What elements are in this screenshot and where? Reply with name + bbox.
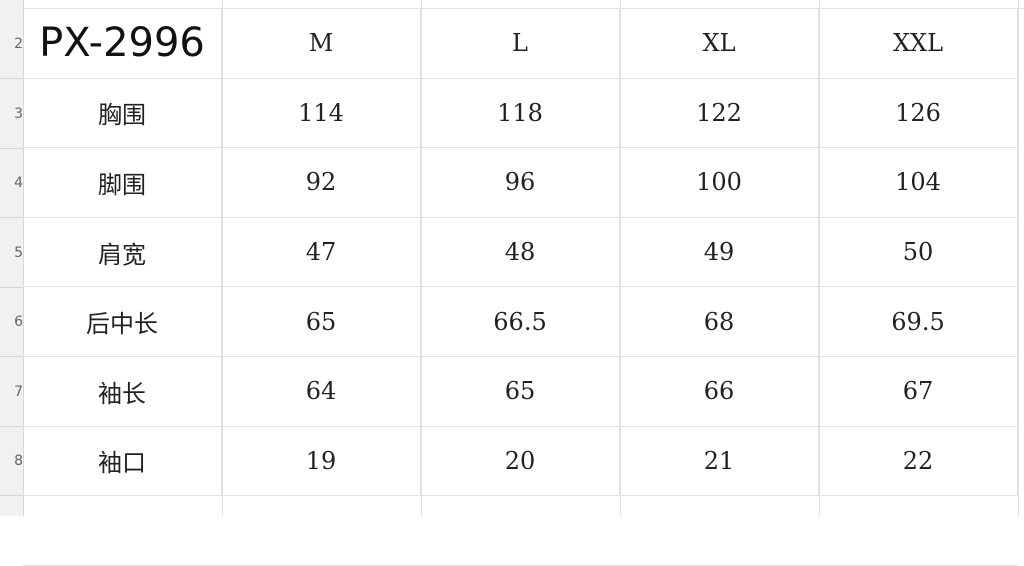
- gridline: [819, 0, 820, 516]
- table-row: 脚围 92 96 100 104: [23, 148, 1018, 218]
- row-header-column: 2 3 4 5 6 7 8: [0, 0, 24, 516]
- cell-value[interactable]: 49: [620, 217, 819, 287]
- cell-value[interactable]: 67: [819, 356, 1018, 426]
- table-row: 袖口 19 20 21 22: [23, 426, 1018, 497]
- cell-value[interactable]: 126: [819, 78, 1018, 148]
- row-number[interactable]: 4: [0, 148, 23, 218]
- cell-measurement-label[interactable]: 袖口: [23, 426, 222, 496]
- cell-value[interactable]: 50: [819, 217, 1018, 287]
- cell-value[interactable]: 66: [620, 356, 819, 426]
- header-row: PX-2996 M L XL XXL: [23, 9, 1018, 79]
- row-number[interactable]: 6: [0, 287, 23, 357]
- cell-value[interactable]: 47: [222, 217, 421, 287]
- cell-value[interactable]: 19: [222, 426, 421, 496]
- cell-value[interactable]: 100: [620, 148, 819, 217]
- cell-value[interactable]: 104: [819, 148, 1018, 217]
- cell-value[interactable]: 68: [620, 287, 819, 356]
- cell-size-header[interactable]: XXL: [819, 9, 1018, 78]
- gridline: [222, 0, 223, 516]
- row-number[interactable]: 7: [0, 357, 23, 427]
- cell-value[interactable]: 69.5: [819, 287, 1018, 356]
- cell-value[interactable]: 122: [620, 78, 819, 148]
- cell-value[interactable]: 65: [421, 356, 620, 426]
- cell-model-number[interactable]: PX-2996: [23, 9, 222, 78]
- table-row: 胸围 114 118 122 126: [23, 78, 1018, 149]
- cell-value[interactable]: 96: [421, 148, 620, 217]
- gridline: [620, 0, 621, 516]
- cell-value[interactable]: 21: [620, 426, 819, 496]
- cell-value[interactable]: 20: [421, 426, 620, 496]
- row-number[interactable]: 5: [0, 218, 23, 288]
- table-row: 后中长 65 66.5 68 69.5: [23, 287, 1018, 357]
- cell-value[interactable]: 118: [421, 78, 620, 148]
- row-number[interactable]: 8: [0, 426, 23, 496]
- row-number[interactable]: 3: [0, 79, 23, 149]
- cell-size-header[interactable]: XL: [620, 9, 819, 78]
- cell-value[interactable]: 65: [222, 287, 421, 356]
- table-row: 袖长 64 65 66 67: [23, 356, 1018, 427]
- row-number[interactable]: 2: [0, 9, 23, 79]
- cell-measurement-label[interactable]: 胸围: [23, 78, 222, 148]
- gridline: [1018, 0, 1019, 516]
- cell-size-header[interactable]: M: [222, 9, 421, 78]
- cell-value[interactable]: 92: [222, 148, 421, 217]
- size-chart-grid: PX-2996 M L XL XXL 胸围 114 118 122 126 脚围 92 96 1…: [23, 9, 1018, 566]
- gridline: [421, 0, 422, 516]
- cell-measurement-label[interactable]: 肩宽: [23, 217, 222, 287]
- previous-row: [23, 0, 1024, 9]
- cell-value[interactable]: 66.5: [421, 287, 620, 356]
- cell-value[interactable]: 48: [421, 217, 620, 287]
- cell-measurement-label[interactable]: 袖长: [23, 356, 222, 426]
- cell-value[interactable]: 114: [222, 78, 421, 148]
- cell-measurement-label[interactable]: 后中长: [23, 287, 222, 356]
- empty-row: [23, 496, 1018, 566]
- table-row: 肩宽 47 48 49 50: [23, 217, 1018, 288]
- cell-value[interactable]: 22: [819, 426, 1018, 496]
- cell-size-header[interactable]: L: [421, 9, 620, 78]
- cell-measurement-label[interactable]: 脚围: [23, 148, 222, 217]
- cell-value[interactable]: 64: [222, 356, 421, 426]
